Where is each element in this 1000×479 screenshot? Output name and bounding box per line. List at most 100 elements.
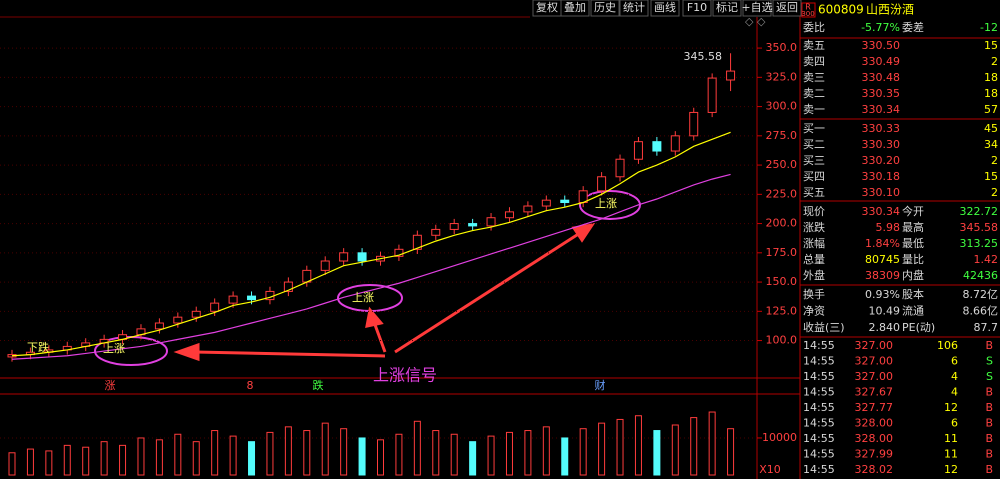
book-volume: 18 [984, 71, 998, 84]
badge: 300 [801, 10, 814, 18]
y-tick-label: 300.0 [766, 100, 798, 113]
quote-label: 最低 [902, 237, 924, 250]
toolbar-button[interactable] [650, 0, 680, 17]
y-tick-label: 175.0 [766, 246, 798, 259]
book-price: 330.49 [862, 55, 901, 68]
trade-volume: 12 [944, 401, 958, 414]
book-price: 330.35 [862, 87, 901, 100]
icon[interactable]: ◇ ◇ [745, 15, 766, 28]
trade-time: 14:55 [803, 432, 835, 445]
book-price: 330.10 [862, 186, 901, 199]
volume-bar [303, 430, 311, 476]
quote-label: 今开 [902, 204, 924, 218]
trade-volume: 4 [951, 386, 958, 399]
arrow-head [173, 342, 200, 362]
trade-price: 327.00 [855, 370, 894, 383]
book-label: 卖一 [803, 103, 825, 116]
candle-body [247, 295, 257, 301]
toolbar-label[interactable]: 返回 [776, 1, 798, 14]
trade-side: B [985, 386, 993, 399]
toolbar-label[interactable]: 历史 [594, 1, 616, 14]
y-tick-label: 200.0 [766, 217, 798, 230]
arrow [194, 350, 386, 358]
toolbar-button[interactable] [742, 0, 772, 17]
toolbar-label[interactable]: +自选 [741, 1, 772, 14]
toolbar-label[interactable]: 叠加 [564, 1, 586, 14]
toolbar-button[interactable] [560, 0, 590, 17]
trade-time: 14:55 [803, 401, 835, 414]
trade-side: B [985, 401, 993, 414]
y-tick-label: 350.0 [766, 41, 798, 54]
annotation: 上涨 [103, 342, 125, 355]
quote-value: 322.72 [960, 205, 999, 218]
stock-name: 山西汾酒 [866, 3, 914, 17]
volume-bar [395, 433, 403, 476]
trade-price: 327.99 [855, 448, 894, 461]
y-tick-label: 100.0 [766, 334, 798, 347]
trade-price: 327.67 [855, 386, 894, 399]
quote-value: 80745 [865, 253, 900, 266]
candle-body [560, 199, 570, 204]
volume-bar [358, 437, 366, 476]
candle-body [449, 223, 459, 230]
trade-side: S [986, 355, 993, 368]
trade-price: 328.02 [855, 463, 894, 476]
book-label: 买三 [803, 154, 825, 167]
volume-bar [708, 411, 716, 476]
volume-bar [119, 444, 127, 476]
volume-bar [63, 444, 71, 476]
toolbar-button[interactable] [772, 0, 802, 17]
volume-bar [469, 441, 477, 476]
candle-body [670, 135, 680, 152]
volume-bar [487, 435, 495, 476]
trade-volume: 106 [937, 339, 958, 352]
candle-body [154, 322, 164, 330]
book-volume: 45 [984, 122, 998, 135]
quote-value: 5.98 [876, 221, 901, 234]
toolbar-label[interactable]: 画线 [654, 0, 676, 14]
toolbar-label[interactable]: 复权 [536, 0, 558, 14]
quote-label: PE(动) [902, 321, 935, 334]
toolbar-label[interactable]: 统计 [623, 1, 645, 14]
book-volume: 18 [984, 87, 998, 100]
book-label: 卖五 [803, 39, 825, 52]
toolbar-button[interactable] [682, 0, 712, 17]
volume-bar [155, 439, 163, 476]
arrow-head [365, 306, 384, 328]
candle-body [412, 234, 422, 250]
candle-body [707, 77, 717, 113]
quote-label: 净资 [803, 304, 825, 318]
volume-bar [340, 428, 348, 476]
volume-bar [524, 430, 532, 476]
toolbar-label[interactable]: 标记 [716, 0, 738, 14]
quote-label: 最高 [902, 220, 924, 234]
quote-value: 0.93% [865, 288, 900, 301]
quote-value: 8.66亿 [963, 305, 999, 318]
y-tick-label: 150.0 [766, 275, 798, 288]
trade-price: 327.77 [855, 401, 894, 414]
toolbar-label[interactable]: F10 [687, 1, 707, 14]
candle-body [633, 141, 643, 160]
volume-bar [100, 441, 108, 476]
toolbar-button[interactable] [712, 0, 742, 17]
book-volume: 2 [991, 55, 998, 68]
quote-label: 换手 [803, 287, 825, 301]
candle-body [689, 111, 699, 137]
candle-body [191, 310, 201, 318]
toolbar-button[interactable] [590, 0, 620, 17]
book-price: 330.20 [862, 154, 901, 167]
trade-side: S [986, 370, 993, 383]
quote-label: 量比 [902, 253, 924, 266]
arrows [173, 222, 596, 362]
quote-label: 外盘 [803, 268, 825, 282]
candle-body [652, 141, 662, 152]
toolbar-button[interactable] [619, 0, 649, 17]
candle-body [726, 70, 736, 81]
event-marker: 财 [595, 378, 606, 392]
volume-bar [192, 441, 200, 476]
candle-body [468, 223, 478, 227]
book-price: 330.18 [862, 170, 901, 183]
trade-time: 14:55 [803, 339, 835, 352]
quote-value: 1.42 [974, 253, 999, 266]
